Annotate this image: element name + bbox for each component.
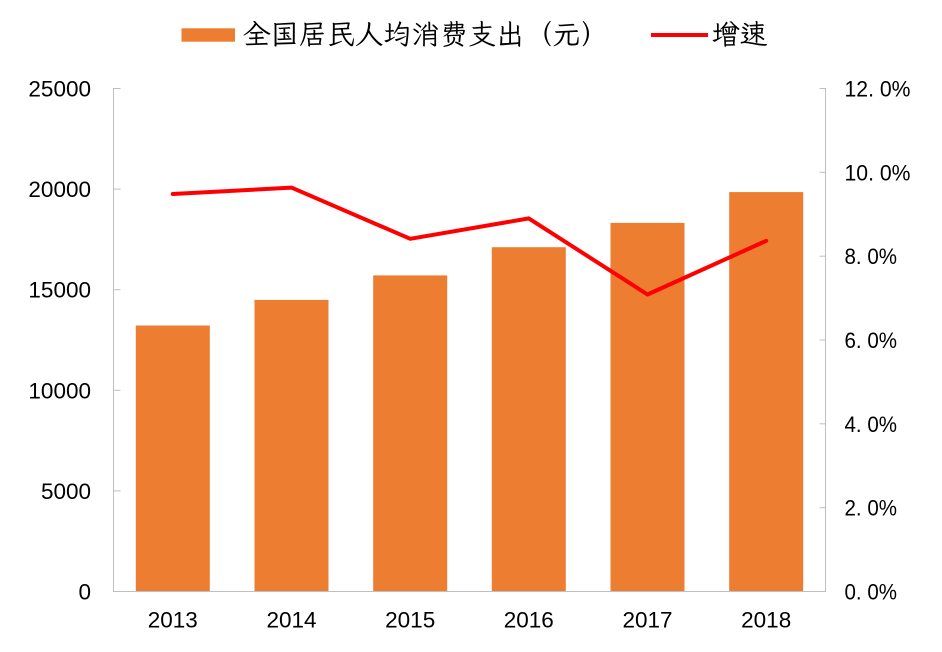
- svg-text:12. 0%: 12. 0%: [845, 77, 911, 102]
- svg-text:0: 0: [78, 580, 91, 605]
- svg-text:15000: 15000: [28, 278, 91, 303]
- svg-text:5000: 5000: [41, 479, 91, 504]
- svg-text:2016: 2016: [504, 608, 554, 633]
- svg-text:2014: 2014: [266, 608, 316, 633]
- svg-text:2015: 2015: [385, 608, 435, 633]
- svg-text:4. 0%: 4. 0%: [845, 412, 898, 437]
- svg-text:20000: 20000: [28, 177, 91, 202]
- svg-text:8. 0%: 8. 0%: [845, 244, 898, 269]
- svg-text:6. 0%: 6. 0%: [845, 328, 898, 353]
- svg-text:25000: 25000: [28, 77, 91, 102]
- svg-text:10000: 10000: [28, 378, 91, 403]
- svg-text:2017: 2017: [622, 608, 672, 633]
- svg-text:2013: 2013: [148, 608, 198, 633]
- svg-text:10. 0%: 10. 0%: [845, 160, 911, 185]
- svg-text:2018: 2018: [741, 608, 791, 633]
- svg-text:0. 0%: 0. 0%: [845, 580, 898, 605]
- svg-text:2. 0%: 2. 0%: [845, 496, 898, 521]
